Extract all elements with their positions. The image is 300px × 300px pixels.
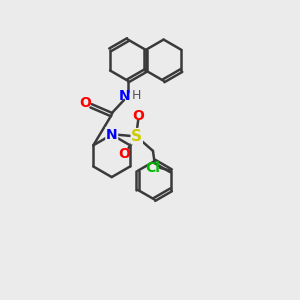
Text: Cl: Cl	[145, 161, 160, 175]
Text: O: O	[79, 96, 91, 110]
Text: N: N	[118, 88, 130, 103]
Text: O: O	[132, 109, 144, 122]
Text: H: H	[131, 89, 141, 102]
Text: N: N	[106, 128, 118, 142]
Text: O: O	[118, 147, 130, 161]
Text: S: S	[131, 129, 142, 144]
